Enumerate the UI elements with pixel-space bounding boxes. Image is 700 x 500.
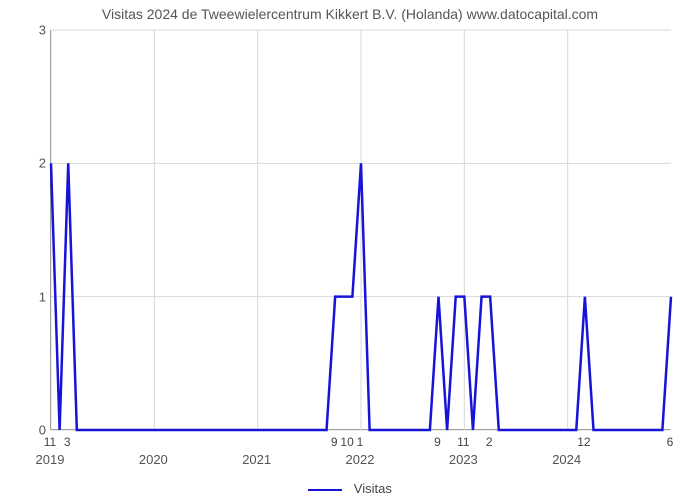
legend: Visitas: [0, 481, 700, 496]
x-year-label: 2023: [449, 452, 478, 467]
chart-title: Visitas 2024 de Tweewielercentrum Kikker…: [0, 6, 700, 22]
x-year-label: 2021: [242, 452, 271, 467]
x-year-label: 2022: [346, 452, 375, 467]
visits-chart: Visitas 2024 de Tweewielercentrum Kikker…: [0, 0, 700, 500]
plot-area: [50, 30, 670, 430]
legend-swatch: [308, 489, 342, 491]
x-value-label: 11: [44, 435, 56, 449]
y-tick-label: 1: [30, 289, 46, 304]
x-value-label: 10: [340, 435, 353, 449]
line-series: [51, 30, 670, 429]
x-year-label: 2020: [139, 452, 168, 467]
x-value-label: 11: [457, 435, 469, 449]
y-tick-label: 3: [30, 23, 46, 38]
y-tick-label: 2: [30, 156, 46, 171]
legend-label: Visitas: [354, 481, 392, 496]
x-value-label: 12: [577, 435, 590, 449]
x-value-label: 9: [434, 435, 441, 449]
x-value-label: 2: [486, 435, 493, 449]
x-value-label: 9: [331, 435, 338, 449]
x-year-label: 2019: [36, 452, 65, 467]
x-year-label: 2024: [552, 452, 581, 467]
x-value-label: 3: [64, 435, 71, 449]
x-value-label: 6: [667, 435, 674, 449]
x-value-label: 1: [357, 435, 364, 449]
